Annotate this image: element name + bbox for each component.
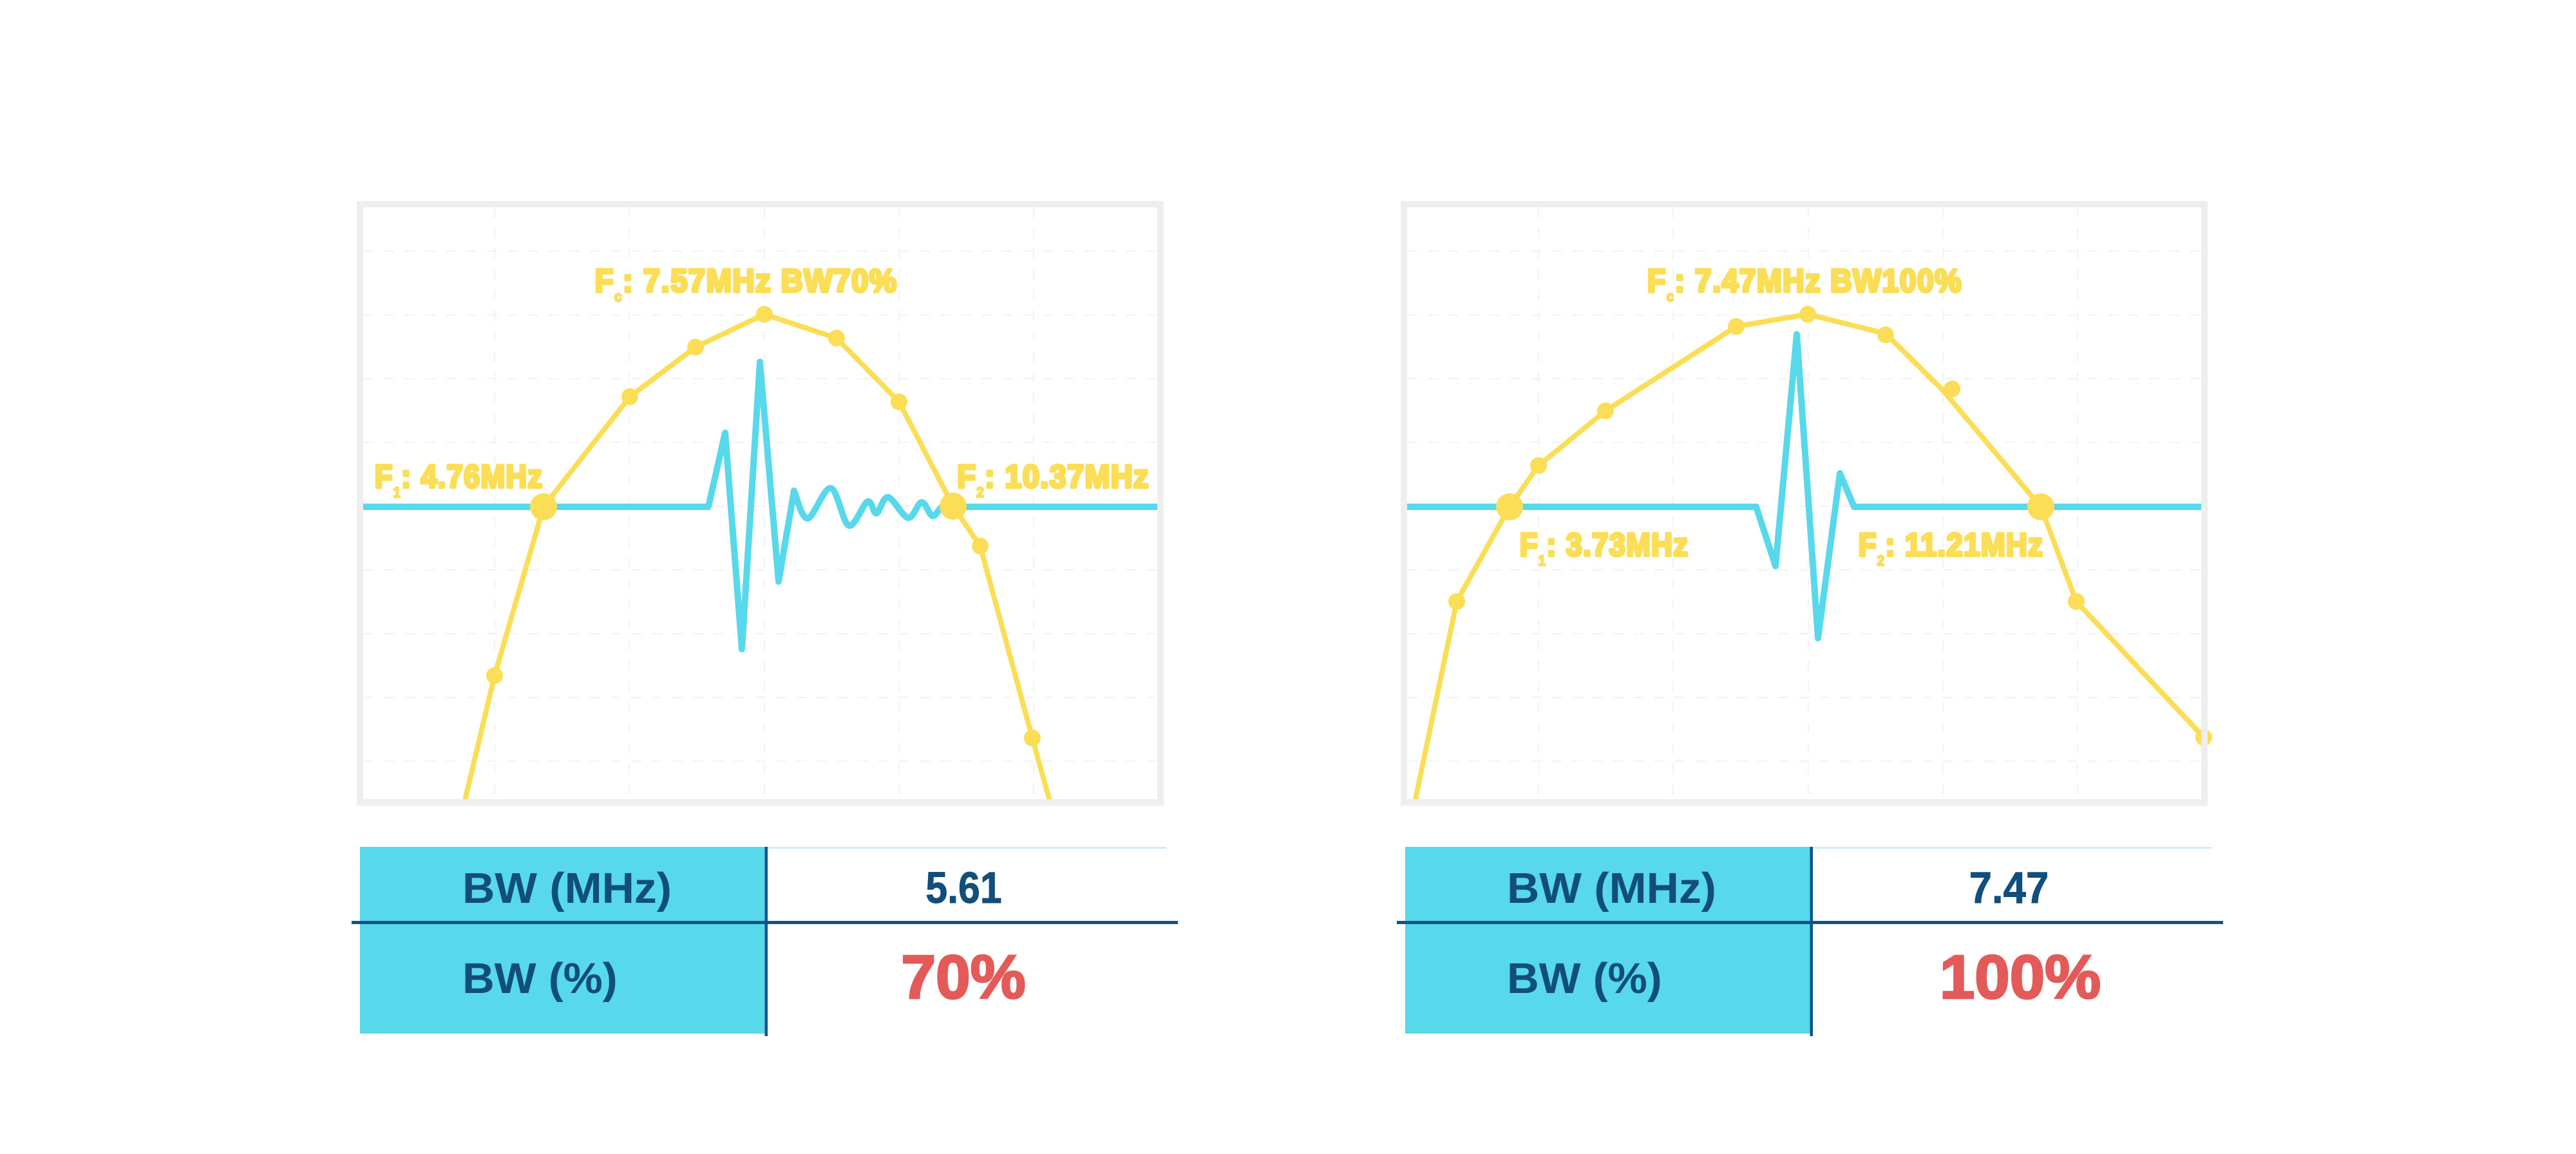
svg-text:Fc: 7.47MHz BW100%: Fc: 7.47MHz BW100% — [1647, 263, 1962, 305]
svg-text:7.47: 7.47 — [1969, 864, 2049, 913]
svg-text:BW (MHz): BW (MHz) — [462, 864, 672, 913]
svg-text:F1: 4.76MHz: F1: 4.76MHz — [375, 459, 543, 500]
svg-text:F2: 10.37MHz: F2: 10.37MHz — [957, 459, 1150, 501]
svg-text:100%: 100% — [1940, 942, 2101, 1012]
svg-text:BW (%): BW (%) — [462, 955, 618, 1003]
svg-text:BW (%): BW (%) — [1507, 955, 1662, 1003]
svg-text:F2: 11.21MHz: F2: 11.21MHz — [1859, 527, 2044, 569]
svg-text:BW (MHz): BW (MHz) — [1507, 864, 1716, 913]
svg-text:70%: 70% — [901, 943, 1025, 1012]
svg-text:Fc: 7.57MHz BW70%: Fc: 7.57MHz BW70% — [595, 263, 898, 305]
svg-text:F1: 3.73MHz: F1: 3.73MHz — [1520, 527, 1689, 569]
svg-text:5.61: 5.61 — [925, 862, 1001, 912]
